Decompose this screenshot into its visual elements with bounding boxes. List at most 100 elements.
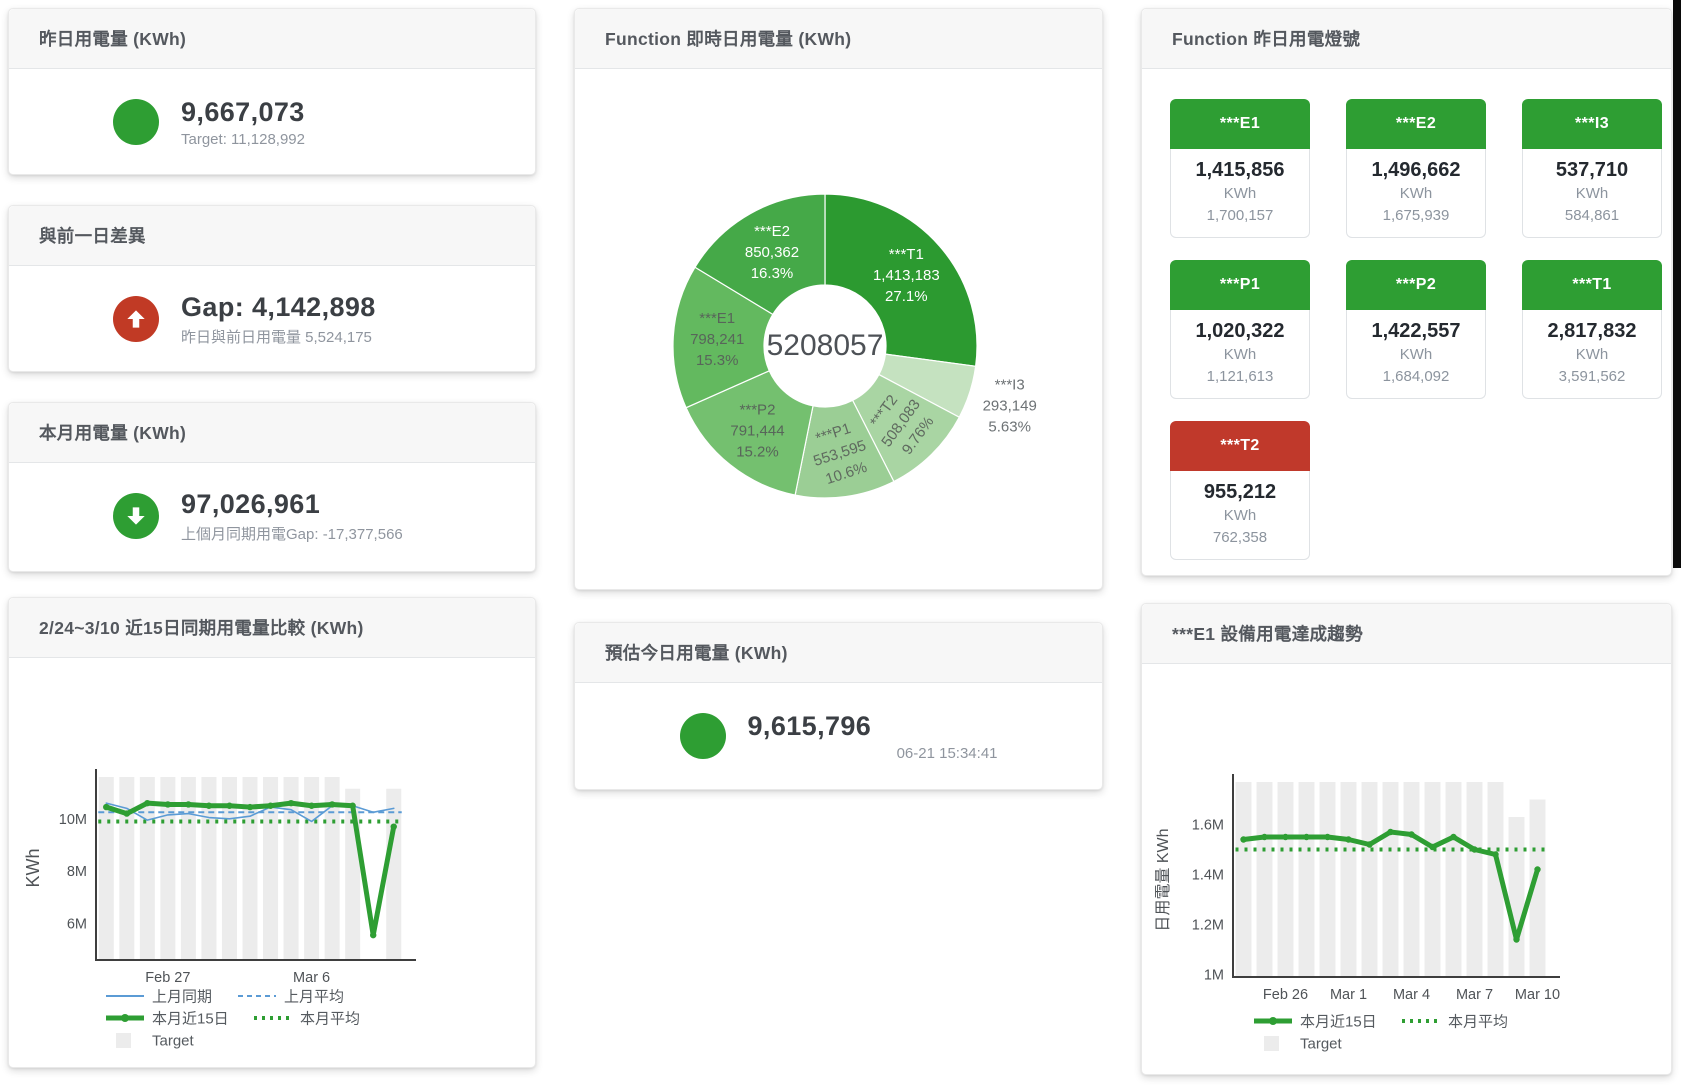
data-point[interactable] — [164, 801, 172, 808]
svg-text:本月平均: 本月平均 — [300, 1011, 360, 1028]
legend-item[interactable]: 本月平均 — [254, 1011, 360, 1028]
card-month-usage: 本月用電量 (KWh) 97,026,961 上個月同期用電Gap: -17,3… — [8, 402, 536, 572]
status-tile-E1[interactable]: ***E1 1,415,856 KWh 1,700,157 — [1170, 99, 1310, 238]
tile-value: 1,020,322 — [1195, 320, 1285, 342]
chart-axes — [95, 769, 416, 961]
data-point[interactable] — [1534, 866, 1541, 873]
legend-item[interactable]: 上月平均 — [238, 989, 344, 1006]
card-title: Function 昨日用電燈號 — [1172, 29, 1361, 49]
target-bar — [386, 788, 402, 960]
data-point[interactable] — [1261, 833, 1268, 841]
data-point[interactable] — [226, 802, 233, 809]
data-point[interactable] — [185, 801, 192, 808]
donut-slice-P2[interactable] — [685, 369, 814, 496]
target-bar — [1424, 782, 1441, 977]
target-bar — [1403, 782, 1420, 977]
data-point[interactable] — [370, 931, 377, 939]
data-point[interactable] — [1303, 833, 1310, 841]
svg-text:上月同期: 上月同期 — [152, 989, 212, 1006]
donut-slice-T1[interactable] — [824, 193, 978, 367]
data-point[interactable] — [1387, 828, 1394, 836]
card-day-gap: 與前一日差異 Gap: 4,142,898 昨日與前日用電量 5,524,175 — [8, 205, 536, 372]
y-tick-label: 1.6M — [1192, 818, 1224, 834]
card-header: 與前一日差異 — [9, 206, 535, 266]
card-header: Function 昨日用電燈號 — [1142, 9, 1671, 69]
data-point[interactable] — [267, 802, 274, 809]
realtime-donut-chart: ***T1 1,413,183 27.1%***I3 293,149 5.63%***T… — [672, 193, 1037, 499]
tile-unit: KWh — [1223, 185, 1257, 202]
data-point[interactable] — [308, 802, 315, 809]
data-point[interactable] — [1450, 833, 1457, 841]
legend-item[interactable]: 本月平均 — [1402, 1014, 1508, 1031]
donut-slice-E1[interactable] — [672, 266, 774, 409]
y-tick-label: 10M — [59, 812, 87, 828]
status-tile-I3[interactable]: ***I3 537,710 KWh 584,861 — [1522, 99, 1662, 238]
svg-text:本月近15日: 本月近15日 — [152, 1011, 229, 1028]
card-title: Function 即時日用電量 (KWh) — [605, 29, 852, 49]
month-usage-gap: 上個月同期用電Gap: -17,377,566 — [181, 525, 403, 543]
data-point[interactable] — [1282, 833, 1289, 841]
data-point[interactable] — [1513, 936, 1520, 943]
status-tile-T2[interactable]: ***T2 955,212 KWh 762,358 — [1170, 421, 1310, 560]
x-tick-label: Mar 7 — [1456, 987, 1493, 1003]
tile-target-value: 1,684,092 — [1382, 368, 1450, 385]
tile-value: 1,415,856 — [1195, 159, 1285, 181]
status-tiles-grid: ***E1 1,415,856 KWh 1,700,157 ***E2 1,496,662… — [1142, 69, 1671, 560]
status-tile-E2[interactable]: ***E2 1,496,662 KWh 1,675,939 — [1346, 99, 1486, 238]
target-bar — [263, 777, 279, 960]
legend-item[interactable]: Target — [116, 1033, 195, 1050]
data-point[interactable] — [205, 802, 213, 809]
data-point[interactable] — [144, 799, 151, 807]
card-title: 本月用電量 (KWh) — [39, 423, 187, 443]
data-point[interactable] — [287, 799, 295, 807]
donut-slice-label: ***P2 791,444 15.2% — [730, 401, 784, 460]
y-tick-label: 1.4M — [1192, 868, 1224, 884]
data-point[interactable] — [1324, 833, 1331, 841]
card-yesterday-usage: 昨日用電量 (KWh) 9,667,073 Target: 11,128,992 — [8, 8, 536, 175]
tile-label: ***P2 — [1346, 260, 1486, 310]
legend-item[interactable]: 本月近15日 — [1254, 1014, 1377, 1031]
e1-trend-line-chart: 1M 1.2M 1.4M 1.6M Feb 26 Mar 1 Mar 4 Mar 7 Mar 1… — [1155, 774, 1560, 1053]
tile-value: 2,817,832 — [1547, 320, 1637, 342]
card-status-lights: Function 昨日用電燈號 ***E1 1,415,856 KWh 1,700,1… — [1141, 8, 1672, 576]
target-bar — [119, 777, 135, 960]
donut-slice-E2[interactable] — [694, 193, 826, 316]
x-tick-label: Mar 1 — [1330, 987, 1367, 1003]
data-point[interactable] — [1492, 851, 1499, 858]
legend-item[interactable]: 本月近15日 — [106, 1011, 229, 1028]
data-point[interactable] — [1345, 836, 1352, 843]
y-tick-label: 8M — [67, 864, 87, 880]
card-15day-comparison: 2/24~3/10 近15日同期用電量比較 (KWh) 6M 8M 10M Feb 2… — [8, 597, 536, 1068]
status-circle-icon — [113, 99, 159, 145]
data-point[interactable] — [349, 802, 356, 809]
target-bar — [1256, 782, 1273, 977]
card-title: 昨日用電量 (KWh) — [39, 29, 187, 49]
status-tile-T1[interactable]: ***T1 2,817,832 KWh 3,591,562 — [1522, 260, 1662, 399]
status-tile-P1[interactable]: ***P1 1,020,322 KWh 1,121,613 — [1170, 260, 1310, 399]
data-point[interactable] — [1240, 836, 1247, 843]
x-tick-label: Mar 4 — [1393, 987, 1430, 1003]
status-tile-P2[interactable]: ***P2 1,422,557 KWh 1,684,092 — [1346, 260, 1486, 399]
legend-item[interactable]: 上月同期 — [106, 989, 212, 1006]
data-point[interactable] — [1471, 846, 1478, 853]
data-point[interactable] — [123, 810, 130, 817]
estimate-timestamp: 06-21 15:34:41 — [896, 744, 998, 762]
data-point[interactable] — [1429, 843, 1436, 851]
data-point[interactable] — [1366, 841, 1373, 848]
target-bar — [1382, 782, 1399, 977]
tile-label: ***I3 — [1522, 99, 1662, 149]
legend-item[interactable]: Target — [1264, 1036, 1343, 1053]
data-point[interactable] — [103, 803, 110, 811]
card-header: 2/24~3/10 近15日同期用電量比較 (KWh) — [9, 598, 535, 658]
data-point[interactable] — [390, 823, 397, 830]
target-bar — [1466, 782, 1483, 977]
data-point[interactable] — [328, 801, 336, 808]
svg-text:Target: Target — [152, 1033, 195, 1050]
donut-slice-label: ***I3 293,149 5.63% — [983, 376, 1037, 435]
target-bar — [1298, 782, 1315, 977]
card-e1-trend: ***E1 設備用電達成趨勢 1M 1.2M 1.4M 1.6M Feb 26 Mar 1… — [1141, 603, 1672, 1075]
data-point[interactable] — [246, 803, 254, 811]
data-point[interactable] — [1408, 831, 1415, 838]
